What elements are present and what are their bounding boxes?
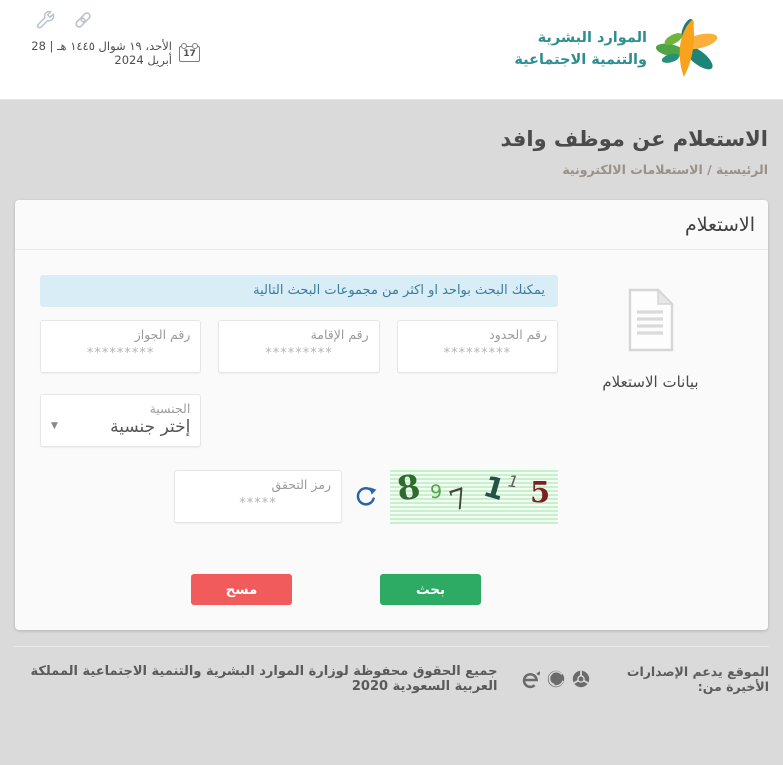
footer-divider: [14, 646, 769, 647]
border-number-input[interactable]: [407, 342, 547, 365]
iqama-number-label: رقم الإقامة: [310, 327, 369, 342]
refresh-captcha-icon[interactable]: [355, 485, 377, 507]
page-head: الاستعلام عن موظف وافد الرئيسية / الاستع…: [0, 100, 783, 177]
captcha-digit: 7: [445, 481, 473, 518]
header-tools: [34, 9, 94, 31]
nationality-label: الجنسية: [149, 401, 191, 416]
ministry-logo[interactable]: الموارد البشرية والتنمية الاجتماعية: [514, 11, 723, 89]
passport-number-label: رقم الجواز: [134, 327, 191, 342]
firefox-icon: [547, 670, 565, 688]
chevron-down-icon: ▼: [51, 421, 58, 431]
date-text: الأحد، ١٩ شوال ١٤٤٥ هـ | 28 أبريل 2024: [31, 39, 172, 67]
captcha-digit: 1: [479, 468, 509, 508]
captcha-input[interactable]: [185, 492, 331, 514]
border-number-field[interactable]: رقم الحدود: [396, 320, 558, 373]
ministry-name: الموارد البشرية والتنمية الاجتماعية: [514, 30, 647, 68]
supported-browsers-label: الموقع يدعم الإصدارات الأخيرة من:: [626, 664, 769, 694]
captcha-digit: 9: [430, 481, 443, 503]
breadcrumb[interactable]: الرئيسية / الاستعلامات الالكترونية: [562, 162, 768, 177]
nationality-dropdown[interactable]: الجنسية إختر جنسية ▼: [40, 394, 202, 447]
iqama-number-field[interactable]: رقم الإقامة: [218, 320, 380, 373]
id-fields-row: رقم الحدود رقم الإقامة رقم الجواز: [40, 320, 558, 373]
border-number-label: رقم الحدود: [489, 327, 547, 342]
card-body: بيانات الاستعلام يمكنك البحث بواحد او اك…: [15, 250, 768, 627]
top-header: الموارد البشرية والتنمية الاجتماعية 17 ا…: [0, 0, 783, 100]
wrench-icon[interactable]: [34, 9, 56, 31]
document-icon: [622, 288, 680, 357]
info-message: يمكنك البحث بواحد او اكثر من مجموعات الب…: [40, 275, 558, 307]
date-display: 17 الأحد، ١٩ شوال ١٤٤٥ هـ | 28 أبريل 202…: [18, 39, 200, 67]
inquiry-data-section: بيانات الاستعلام: [558, 275, 743, 605]
section-label: بيانات الاستعلام: [602, 373, 699, 391]
card-title: الاستعلام: [15, 200, 768, 250]
nationality-value: إختر جنسية: [110, 417, 191, 437]
browser-icons: [521, 670, 590, 689]
captcha-field[interactable]: رمز التحقق: [174, 469, 342, 523]
passport-number-field[interactable]: رقم الجواز: [40, 320, 202, 373]
search-form: يمكنك البحث بواحد او اكثر من مجموعات الب…: [40, 275, 558, 605]
page-title: الاستعلام عن موظف وافد: [500, 127, 768, 151]
passport-number-input[interactable]: [51, 342, 191, 365]
actions-row: بحث مسح: [77, 574, 595, 605]
calendar-icon: 17: [179, 42, 200, 62]
internet-explorer-icon: [521, 670, 541, 689]
captcha-image: 8 9 7 1 1 5: [390, 468, 558, 524]
iqama-number-input[interactable]: [229, 342, 369, 365]
captcha-digit: 5: [530, 475, 551, 509]
copyright-text: جميع الحقوق محفوظة لوزارة الموارد البشري…: [30, 664, 498, 694]
link-icon[interactable]: [72, 9, 94, 31]
inquiry-card: الاستعلام بيانات الاستعلام يمكنك البحث: [15, 200, 768, 630]
page-footer: الموقع يدعم الإصدارات الأخيرة من:: [0, 646, 783, 694]
captcha-row: 8 9 7 1 1 5 رمز التحقق: [40, 468, 558, 524]
ministry-emblem-icon: [649, 11, 723, 89]
captcha-digit: 8: [394, 468, 423, 509]
clear-button[interactable]: مسح: [191, 574, 292, 605]
chrome-icon: [572, 670, 590, 688]
captcha-digit: 1: [506, 471, 520, 492]
search-button[interactable]: بحث: [380, 574, 481, 605]
captcha-label: رمز التحقق: [271, 476, 331, 492]
